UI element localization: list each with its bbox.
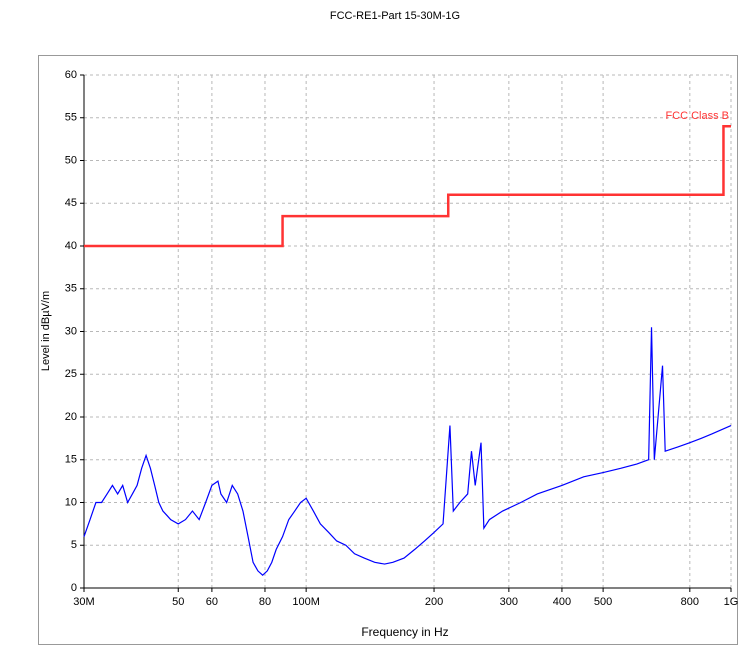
x-tick-label: 300 xyxy=(500,596,518,608)
x-tick-label: 800 xyxy=(681,596,699,608)
y-tick-label: 50 xyxy=(65,154,77,166)
chart-title: FCC-RE1-Part 15-30M-1G xyxy=(330,10,460,22)
x-tick-label: 100M xyxy=(292,596,320,608)
y-tick-label: 15 xyxy=(65,454,77,466)
y-tick-label: 30 xyxy=(65,325,77,337)
x-tick-label: 80 xyxy=(259,596,271,608)
y-axis-label: Level in dBµV/m xyxy=(40,291,52,371)
y-tick-label: 35 xyxy=(65,283,77,295)
y-tick-label: 10 xyxy=(65,496,77,508)
trace xyxy=(83,327,732,576)
y-tick-label: 55 xyxy=(65,112,77,124)
chart-frame xyxy=(38,55,738,645)
series-label: FCC Class B xyxy=(665,110,729,122)
y-tick-label: 25 xyxy=(65,368,77,380)
x-tick-label: 60 xyxy=(206,596,218,608)
x-tick-label: 400 xyxy=(553,596,571,608)
limit-line xyxy=(84,125,731,248)
y-tick-label: 60 xyxy=(65,69,77,81)
x-tick-label: 50 xyxy=(172,596,184,608)
y-tick-label: 40 xyxy=(65,240,77,252)
x-tick-label: 500 xyxy=(594,596,612,608)
y-tick-label: 0 xyxy=(71,582,77,594)
y-tick-label: 20 xyxy=(65,411,77,423)
x-tick-label: 1G xyxy=(724,596,739,608)
x-tick-label: 200 xyxy=(425,596,443,608)
y-tick-label: 5 xyxy=(71,539,77,551)
x-axis-label: Frequency in Hz xyxy=(361,625,448,639)
y-tick-label: 45 xyxy=(65,197,77,209)
x-tick-label: 30M xyxy=(73,596,94,608)
